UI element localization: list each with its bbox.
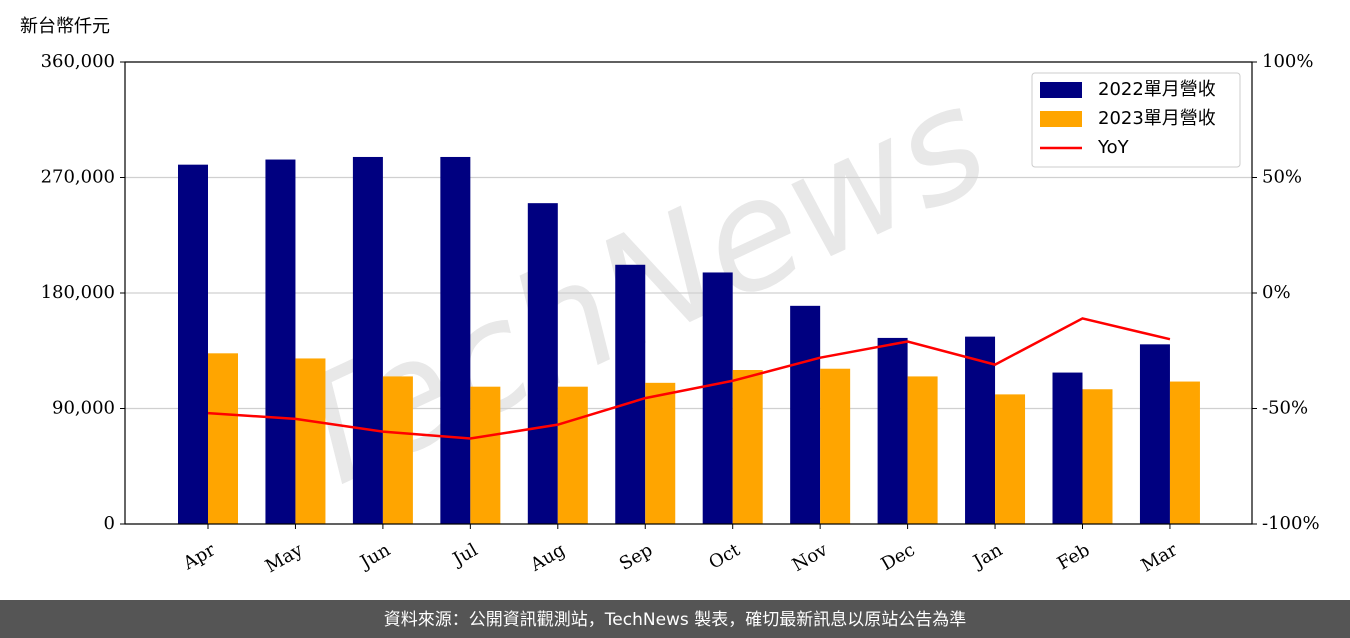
bar: [527, 203, 558, 524]
bar: [995, 394, 1026, 524]
legend-swatch: [1040, 82, 1082, 98]
plot-frame: [124, 61, 1253, 525]
legend-label: YoY: [1097, 137, 1130, 158]
bar: [208, 353, 238, 524]
bar: [702, 272, 733, 524]
bar: [352, 156, 383, 524]
legend-label: 2023單月營收: [1098, 108, 1216, 129]
bar: [178, 164, 208, 524]
bar: [1082, 389, 1113, 524]
y2-tick-label: 50%: [1262, 167, 1302, 188]
y-tick-label: 270,000: [41, 167, 115, 188]
footer-bar: [0, 600, 1350, 638]
legend-swatch: [1040, 111, 1082, 127]
bar: [1052, 372, 1083, 524]
line: [207, 317, 1171, 440]
legend-label: 2022單月營收: [1098, 79, 1216, 100]
bar: [732, 370, 763, 524]
y2-tick-label: -100%: [1262, 513, 1320, 534]
bar: [615, 264, 646, 524]
y-tick-label: 360,000: [41, 51, 115, 72]
bar: [965, 336, 996, 524]
y-tick-label: 0: [104, 513, 115, 534]
bar: [295, 358, 326, 524]
bar: [470, 386, 501, 524]
bar: [382, 376, 413, 524]
y2-tick-label: 100%: [1262, 51, 1313, 72]
bar: [1139, 344, 1170, 524]
y2-tick-label: -50%: [1262, 398, 1308, 419]
bar: [440, 156, 471, 524]
bar: [907, 376, 938, 524]
bar: [820, 368, 851, 524]
legend: 2022單月營收 2023單月營收 YoY: [1031, 72, 1241, 168]
y-axis-label: 新台幣仟元: [20, 16, 110, 37]
bar: [1169, 381, 1200, 524]
footer-text: 資料來源：公開資訊觀測站，TechNews 製表，確切最新訊息以原站公告為準: [384, 610, 966, 630]
bar: [557, 386, 588, 524]
bar: [645, 382, 676, 524]
bar: [265, 159, 296, 525]
y-tick-label: 180,000: [41, 282, 115, 303]
y-tick-label: 90,000: [52, 398, 115, 419]
bar: [790, 305, 821, 524]
legend-box: [1031, 72, 1241, 168]
bar: [877, 337, 908, 524]
y2-tick-label: 0%: [1262, 282, 1291, 303]
